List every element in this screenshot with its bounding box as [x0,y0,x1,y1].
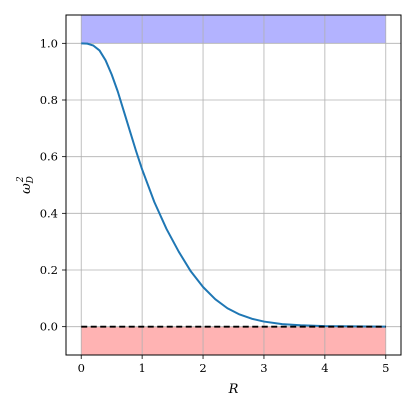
x-axis-ticks: 0 1 2 3 4 5 [78,355,389,375]
y-tick-label-3: 0.6 [40,150,58,164]
x-tick-label-2: 2 [199,361,206,375]
x-axis-label: R [228,382,239,397]
y-tick-label-2: 0.4 [40,206,58,220]
x-tick-label-1: 1 [138,361,145,375]
y-axis-label: ωD2 [16,176,36,194]
y-tick-label-4: 0.8 [40,93,58,107]
x-tick-label-4: 4 [321,361,328,375]
grid-lines [66,15,401,355]
series-lines [81,42,386,328]
x-tick-label-5: 5 [382,361,389,375]
band-1 [81,326,386,355]
plot-frame [65,14,402,356]
shaded-bands [81,15,386,355]
y-tick-label-1: 0.2 [40,263,58,277]
y-axis-ticks: 0.0 0.2 0.4 0.6 0.8 1.0 [40,36,66,334]
y-tick-label-0: 0.0 [40,320,58,334]
y-tick-label-5: 1.0 [40,36,58,50]
x-tick-label-3: 3 [260,361,267,375]
x-tick-label-0: 0 [78,361,85,375]
series-line-0 [81,42,386,328]
band-0 [81,15,386,44]
